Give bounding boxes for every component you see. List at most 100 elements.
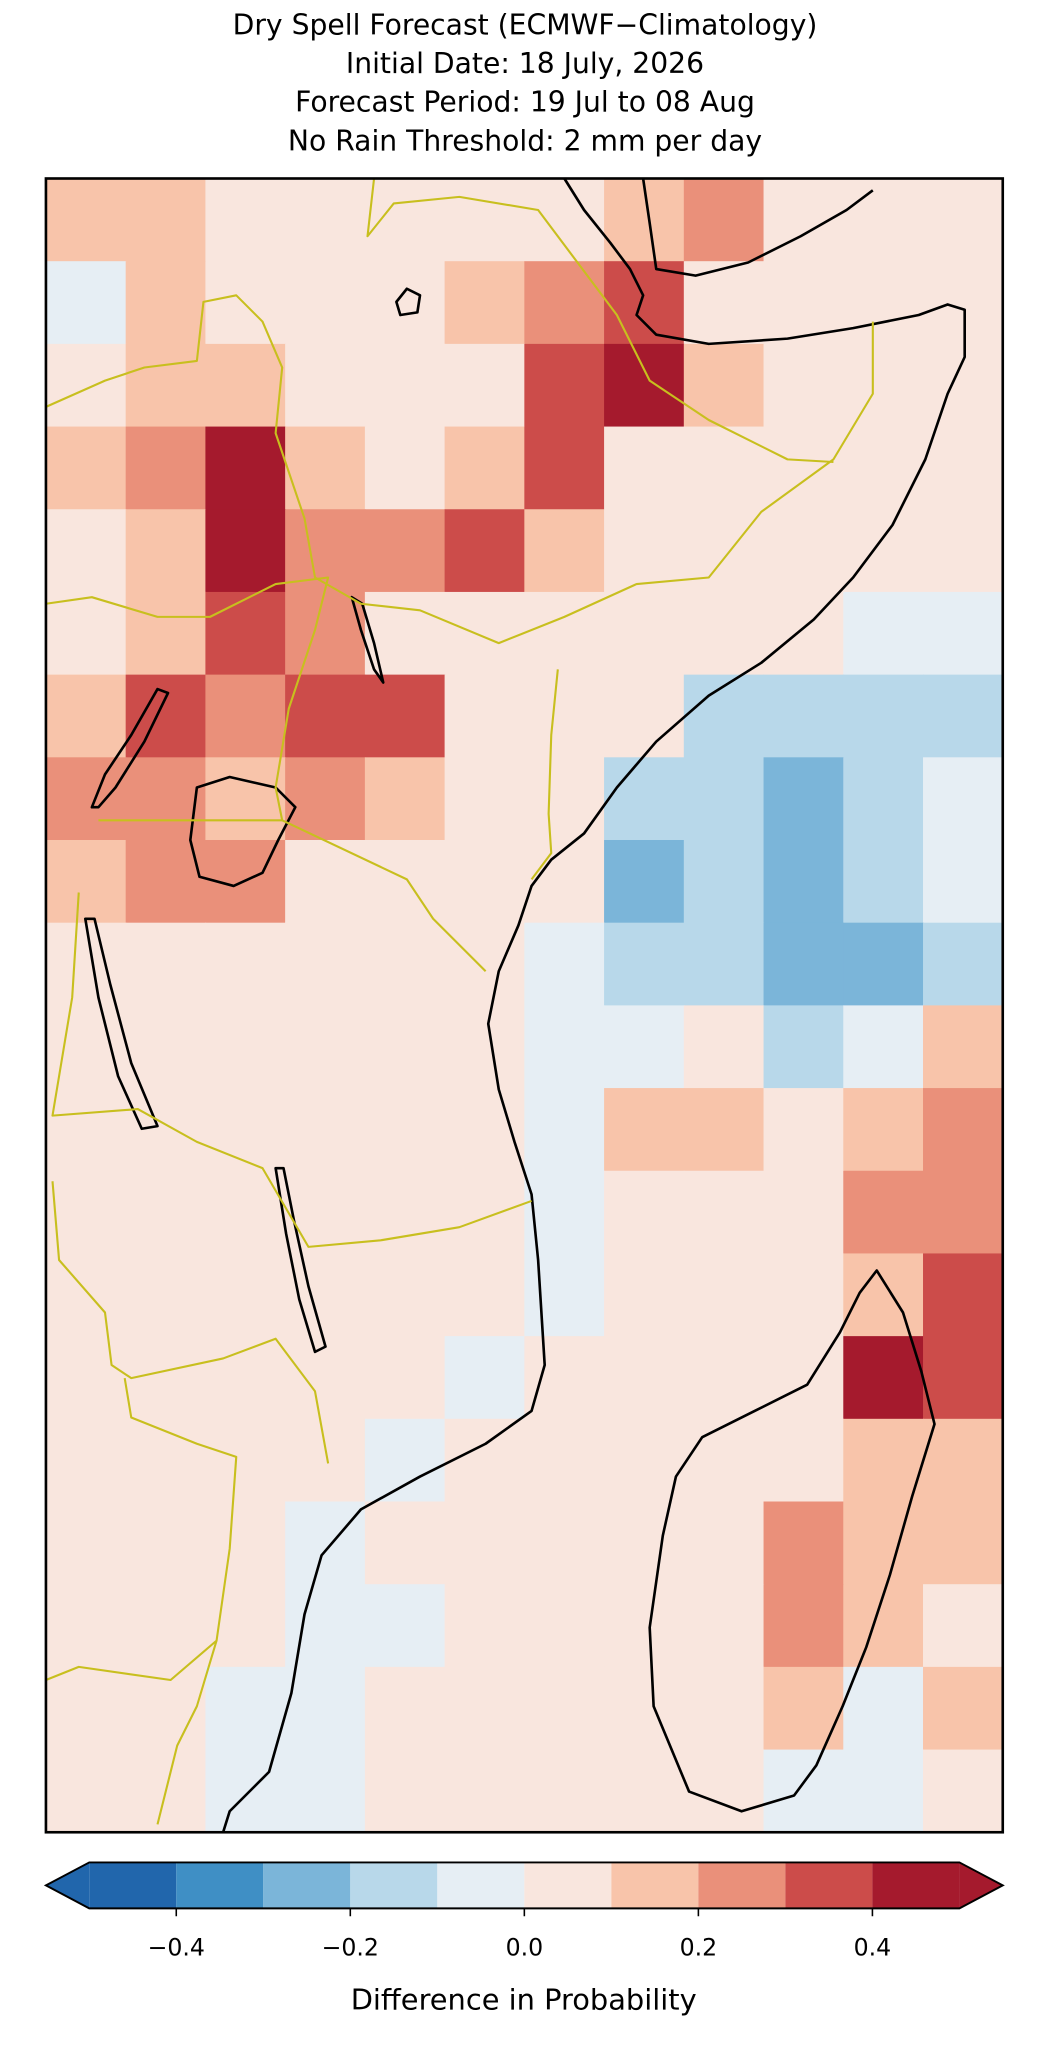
grid-cell — [364, 1088, 446, 1172]
grid-cell — [444, 1005, 525, 1089]
grid-cell — [125, 1418, 207, 1503]
colorbar-tick-label: 0.0 — [506, 1934, 544, 1962]
grid-cell — [683, 1666, 765, 1751]
grid-cell — [923, 591, 1004, 676]
grid-cell — [125, 1584, 207, 1668]
grid-cell — [524, 1418, 605, 1503]
grid-cell — [444, 674, 525, 758]
grid-cell — [604, 1253, 685, 1337]
grid-cell — [444, 1170, 525, 1255]
lake — [395, 287, 422, 317]
grid-cell — [45, 1749, 127, 1833]
madagascar — [648, 1269, 936, 1813]
grid-cell — [125, 1336, 207, 1420]
grid-cell — [843, 1501, 924, 1585]
colorbar-extension — [959, 1862, 1003, 1909]
grid-cell — [205, 1666, 286, 1751]
grid-cell — [444, 591, 525, 676]
grid-cell — [45, 261, 127, 345]
grid-cell — [524, 426, 605, 510]
grid-cell — [763, 1666, 844, 1751]
grid-cell — [604, 1749, 685, 1833]
grid-cell — [524, 1501, 605, 1585]
grid-cell — [524, 343, 605, 428]
grid-cell — [604, 426, 685, 510]
grid-cell — [923, 1666, 1004, 1751]
colorbar-tick-label: −0.2 — [322, 1934, 379, 1962]
grid-cell — [683, 1418, 765, 1503]
grid-cell — [604, 1666, 685, 1751]
colorbar-tick-label: 0.2 — [680, 1934, 718, 1962]
grid-cell — [923, 1584, 1004, 1668]
grid-cell — [923, 922, 1004, 1007]
grid-cell — [285, 840, 366, 924]
lake — [90, 687, 170, 809]
grid-cell — [683, 1005, 765, 1089]
grid-cell — [843, 178, 924, 262]
grid-cell — [524, 1005, 605, 1089]
grid-cell — [45, 757, 127, 841]
grid-cell — [285, 1336, 366, 1420]
colorbar-segment — [437, 1862, 525, 1909]
grid-cell — [125, 261, 207, 345]
grid-cell — [923, 1336, 1004, 1420]
colorbar: −0.4 −0.2 0.0 0.2 0.4 Difference in Probabili… — [43, 1861, 1005, 2017]
grid-cell — [843, 1666, 924, 1751]
grid-cell — [843, 840, 924, 924]
grid-cell — [205, 1005, 286, 1089]
grid-cell — [604, 674, 685, 758]
grid-cell — [604, 1170, 685, 1255]
grid-cell — [683, 1088, 765, 1172]
grid-cell — [45, 1666, 127, 1751]
grid-cell — [843, 1088, 924, 1172]
grid-cell — [285, 922, 366, 1007]
grid-cell — [683, 1336, 765, 1420]
grid-cell — [683, 922, 765, 1007]
grid-cell — [923, 1418, 1004, 1503]
grid-cell — [604, 1501, 685, 1585]
grid-cell — [205, 178, 286, 262]
grid-cell — [683, 674, 765, 758]
grid-cell — [364, 674, 446, 758]
grid-cell — [763, 1253, 844, 1337]
grid-cell — [285, 1088, 366, 1172]
grid-cell — [604, 1418, 685, 1503]
grid-cell — [205, 426, 286, 510]
colorbar-segment — [785, 1862, 873, 1909]
grid-cell — [683, 343, 765, 428]
grid-cell — [444, 757, 525, 841]
grid-cell — [923, 1749, 1004, 1833]
grid-cell — [205, 1584, 286, 1668]
colorbar-segment — [698, 1862, 786, 1909]
grid-cell — [45, 840, 127, 924]
grid-cell — [683, 1170, 765, 1255]
colorbar-extension — [45, 1862, 90, 1909]
grid-cell — [843, 674, 924, 758]
grid-cell — [923, 178, 1004, 262]
grid-cell — [45, 1501, 127, 1585]
grid-cell — [524, 922, 605, 1007]
grid-cell — [364, 509, 446, 593]
grid-cell — [205, 1336, 286, 1420]
coastline — [641, 178, 874, 277]
grid-cell — [763, 1336, 844, 1420]
grid-cell — [205, 1088, 286, 1172]
grid-cell — [843, 1749, 924, 1833]
grid-cell — [524, 1749, 605, 1833]
grid-cell — [444, 1253, 525, 1337]
grid-cell — [763, 1749, 844, 1833]
grid-cell — [524, 757, 605, 841]
grid-cell — [285, 343, 366, 428]
grid-cell — [604, 922, 685, 1007]
grid-cell — [364, 591, 446, 676]
grid-cell — [285, 591, 366, 676]
grid-cell — [843, 343, 924, 428]
grid-cell — [763, 922, 844, 1007]
colorbar-segment — [524, 1862, 612, 1909]
map-frame — [44, 177, 1005, 1834]
grid-cell — [205, 1253, 286, 1337]
grid-cell — [843, 757, 924, 841]
grid-cell — [364, 426, 446, 510]
grid-cell — [923, 261, 1004, 345]
